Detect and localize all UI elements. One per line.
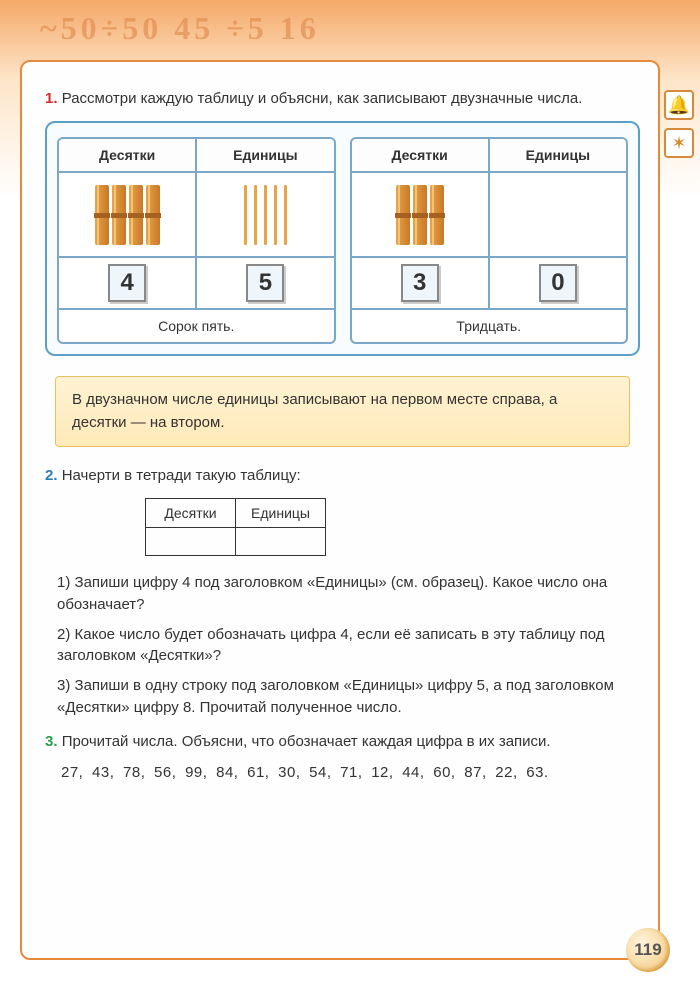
header-decoration: ~50÷50 45 ÷5 16 [40, 10, 660, 60]
blank-table-header-ones: Единицы [236, 499, 326, 528]
task-2-number: 2. [45, 467, 58, 484]
rule-box: В двузначном числе единицы записывают на… [55, 376, 630, 447]
place-value-panel: Десятки Единицы 4 5 Сорок пя [45, 121, 640, 356]
task-2-sub1: 1) Запиши цифру 4 под заголовком «Единиц… [57, 572, 640, 616]
task-2-sub2: 2) Какое число будет обозначать цифра 4,… [57, 624, 640, 668]
task-2-intro: Начерти в тетради такую таблицу: [62, 467, 301, 484]
digit-box: 5 [246, 264, 284, 302]
header-ones: Единицы [197, 139, 333, 173]
left-tens-digit: 4 [59, 258, 197, 310]
task-2-sub3: 3) Запиши в одну строку под заголовком «… [57, 675, 640, 719]
task-3-text: Прочитай числа. Объясни, что обозначает … [62, 733, 551, 750]
right-ones-digit: 0 [490, 258, 626, 310]
task-2: 2. Начерти в тетради такую таблицу: [45, 467, 640, 484]
bell-icon: 🔔 [664, 90, 694, 120]
digit-box: 0 [539, 264, 577, 302]
right-word: Тридцать. [352, 310, 627, 342]
page-content: 1. Рассмотри каждую таблицу и объясни, к… [45, 80, 640, 781]
table-right: Десятки Единицы 3 0 Тридцать [350, 137, 629, 344]
table-left: Десятки Единицы 4 5 Сорок пя [57, 137, 336, 344]
task-3: 3. Прочитай числа. Объясни, что обознача… [45, 733, 640, 750]
task-1: 1. Рассмотри каждую таблицу и объясни, к… [45, 90, 640, 107]
page-number: 119 [626, 928, 670, 972]
blank-cell [146, 528, 236, 556]
header-tens: Десятки [352, 139, 490, 173]
blank-cell [236, 528, 326, 556]
side-badges: 🔔 ✶ [664, 90, 694, 166]
digit-box: 3 [401, 264, 439, 302]
task-1-number: 1. [45, 90, 58, 107]
left-ones-digit: 5 [197, 258, 333, 310]
right-ones-visual [490, 173, 626, 258]
task-3-number: 3. [45, 733, 58, 750]
left-tens-visual [59, 173, 197, 258]
header-tens: Десятки [59, 139, 197, 173]
number-list: 27, 43, 78, 56, 99, 84, 61, 30, 54, 71, … [61, 764, 640, 781]
star-icon: ✶ [664, 128, 694, 158]
right-tens-visual [352, 173, 490, 258]
right-tens-digit: 3 [352, 258, 490, 310]
left-word: Сорок пять. [59, 310, 334, 342]
digit-box: 4 [108, 264, 146, 302]
blank-table-header-tens: Десятки [146, 499, 236, 528]
blank-table: Десятки Единицы [145, 498, 326, 556]
header-ones: Единицы [490, 139, 626, 173]
left-ones-visual [197, 173, 333, 258]
task-1-text: Рассмотри каждую таблицу и объясни, как … [62, 90, 583, 107]
